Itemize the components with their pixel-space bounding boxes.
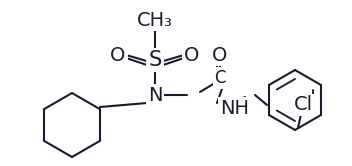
Text: C: C <box>214 69 226 87</box>
Text: N: N <box>148 85 162 105</box>
Text: O: O <box>110 45 126 65</box>
Text: O: O <box>184 45 200 65</box>
Text: CH₃: CH₃ <box>137 10 173 30</box>
Text: O: O <box>212 45 228 65</box>
Text: S: S <box>149 50 162 70</box>
Text: Cl: Cl <box>294 95 313 115</box>
Text: NH: NH <box>220 98 249 118</box>
